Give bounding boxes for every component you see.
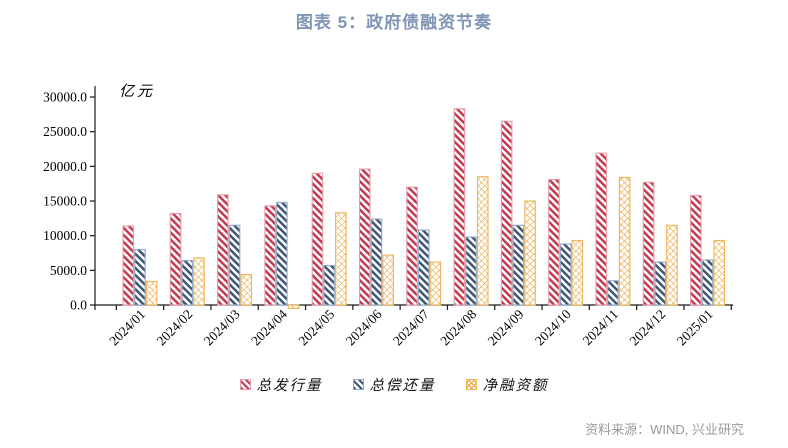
bar-净融资额-2024/01 — [145, 280, 158, 306]
bar-总发行量-2025/01 — [690, 194, 702, 306]
legend-item-总发行量: 总发行量 — [239, 374, 323, 395]
bar-总发行量-2024/02 — [169, 212, 182, 306]
x-axis-label-2024/09: 2024/09 — [485, 306, 527, 348]
x-axis-label-2024/04: 2024/04 — [248, 306, 290, 348]
bar-净融资额-2024/08 — [476, 176, 489, 306]
svg-text:0.0: 0.0 — [70, 298, 87, 313]
bar-总偿还量-2024/08 — [465, 236, 477, 306]
svg-text:25000.0: 25000.0 — [43, 124, 87, 139]
bar-净融资额-2024/10 — [571, 239, 584, 306]
bar-净融资额-2024/03 — [240, 273, 253, 306]
x-axis-label-2024/11: 2024/11 — [580, 307, 622, 349]
bar-总发行量-2024/08 — [453, 108, 466, 306]
svg-text:20000.0: 20000.0 — [43, 159, 87, 174]
x-axis-label-2024/07: 2024/07 — [390, 306, 432, 348]
x-axis-label-2024/03: 2024/03 — [201, 306, 243, 348]
x-axis-label-2024/05: 2024/05 — [295, 306, 337, 348]
bar-总偿还量-2024/11 — [607, 280, 619, 306]
bar-净融资额-2024/02 — [193, 257, 205, 306]
bar-总发行量-2024/06 — [358, 168, 371, 306]
x-axis-label-2024/12: 2024/12 — [627, 307, 669, 349]
bar-净融资额-2024/09 — [524, 200, 536, 306]
x-axis-label-2024/01: 2024/01 — [106, 307, 148, 349]
bar-总偿还量-2024/04 — [276, 201, 288, 306]
svg-text:5000.0: 5000.0 — [50, 263, 87, 278]
source-note: 资料来源：WIND, 兴业研究 — [585, 422, 744, 437]
bar-总偿还量-2024/12 — [654, 261, 667, 306]
bar-总偿还量-2024/01 — [134, 248, 146, 306]
bar-净融资额-2024/07 — [429, 261, 442, 306]
bar-总发行量-2024/07 — [406, 186, 418, 306]
legend-swatch-crosshatch-icon — [465, 379, 477, 390]
legend-item-总偿还量: 总偿还量 — [352, 374, 436, 395]
x-axis-label-2024/02: 2024/02 — [154, 307, 196, 349]
bar-总偿还量-2024/09 — [512, 224, 525, 306]
bar-总发行量-2024/10 — [548, 178, 560, 306]
bar-净融资额-2024/04 — [287, 304, 300, 310]
legend-item-净融资额: 净融资额 — [465, 374, 549, 395]
legend-swatch-diagonal-icon — [352, 379, 364, 390]
bar-总发行量-2024/04 — [264, 205, 276, 306]
bar-净融资额-2024/05 — [335, 212, 347, 306]
legend-swatch-diagonal-icon — [239, 379, 251, 390]
bar-总偿还量-2024/06 — [370, 218, 383, 306]
x-axis-label-2024/08: 2024/08 — [437, 306, 479, 348]
bar-净融资额-2024/12 — [666, 224, 678, 306]
x-axis-label-2024/06: 2024/06 — [343, 306, 385, 348]
y-axis-unit-label: 亿元 — [119, 82, 155, 100]
bar-净融资额-2025/01 — [713, 239, 726, 306]
bar-总偿还量-2025/01 — [701, 259, 714, 306]
legend-label: 总偿还量 — [369, 378, 436, 394]
bar-总偿还量-2024/05 — [323, 264, 335, 306]
bar-净融资额-2024/06 — [382, 254, 394, 306]
x-axis-label-2025/01: 2025/01 — [674, 307, 716, 349]
svg-text:10000.0: 10000.0 — [43, 228, 87, 243]
bar-总发行量-2024/12 — [642, 181, 655, 306]
bar-总偿还量-2024/07 — [417, 229, 430, 306]
bar-总偿还量-2024/02 — [181, 260, 194, 306]
bar-chart: 0.0 5000.0 10000.0 15000.0 20000.0 25000.0 300… — [43, 82, 733, 349]
bar-总发行量-2024/03 — [217, 194, 229, 306]
svg-text:30000.0: 30000.0 — [43, 90, 87, 105]
bar-总偿还量-2024/10 — [559, 243, 572, 306]
bar-总偿还量-2024/03 — [228, 224, 241, 306]
bar-净融资额-2024/11 — [618, 176, 631, 306]
legend-label: 净融资额 — [482, 378, 549, 394]
bar-总发行量-2024/05 — [311, 172, 324, 306]
x-axis-label-2024/10: 2024/10 — [532, 306, 574, 348]
chart-title: 图表 5：政府债融资节奏 — [295, 13, 493, 32]
legend-label: 总发行量 — [256, 378, 323, 394]
bar-总发行量-2024/09 — [500, 120, 513, 306]
chart-legend: 总发行量 总偿还量 净融资额 — [0, 374, 788, 395]
bar-总发行量-2024/11 — [595, 152, 608, 306]
svg-text:15000.0: 15000.0 — [43, 194, 87, 209]
bar-总发行量-2024/01 — [122, 225, 135, 306]
